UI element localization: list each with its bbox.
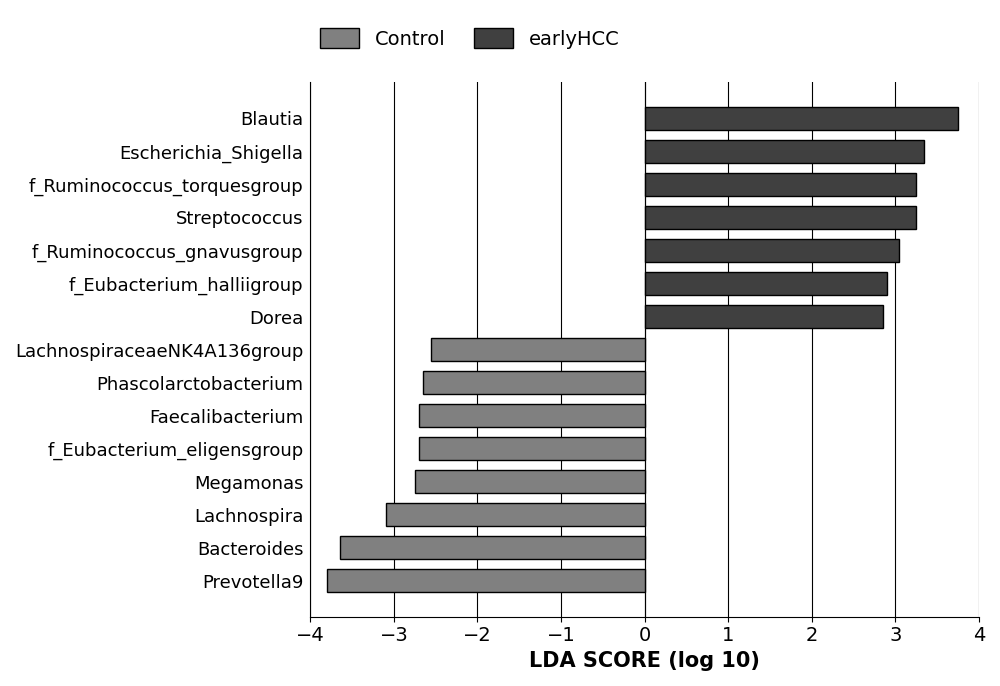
Bar bbox=[645, 239, 899, 262]
Bar bbox=[645, 140, 924, 163]
X-axis label: LDA SCORE (log 10): LDA SCORE (log 10) bbox=[529, 651, 760, 671]
Bar bbox=[327, 569, 645, 593]
Bar bbox=[340, 536, 645, 559]
Bar bbox=[645, 206, 916, 229]
Bar bbox=[645, 272, 887, 295]
Bar bbox=[419, 404, 645, 427]
Bar bbox=[415, 470, 645, 493]
Bar bbox=[645, 173, 916, 196]
Legend: Control, earlyHCC: Control, earlyHCC bbox=[320, 28, 620, 49]
Bar bbox=[431, 338, 645, 361]
Bar bbox=[419, 437, 645, 460]
Bar bbox=[386, 504, 645, 526]
Bar bbox=[423, 371, 645, 394]
Bar bbox=[645, 106, 958, 130]
Bar bbox=[645, 305, 883, 328]
